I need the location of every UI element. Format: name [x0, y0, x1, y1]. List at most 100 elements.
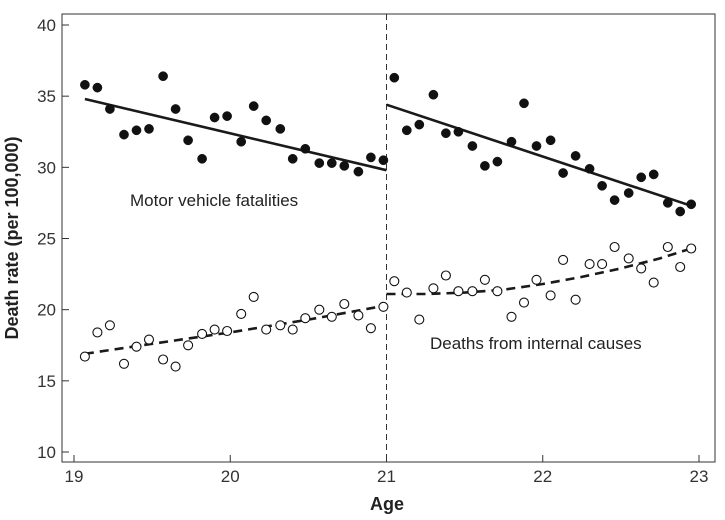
point-internal [197, 328, 208, 339]
point-motor [609, 195, 620, 205]
x-tick-label: 20 [221, 467, 240, 486]
point-motor [353, 166, 364, 177]
point-internal [570, 294, 581, 305]
point-internal [158, 354, 169, 365]
point-internal [261, 324, 272, 335]
point-internal [143, 334, 155, 345]
y-axis-title: Death rate (per 100,000) [2, 136, 22, 339]
point-internal [118, 358, 130, 369]
point-internal [314, 304, 325, 315]
x-tick-label: 19 [65, 467, 84, 486]
point-motor [300, 143, 311, 154]
point-internal [623, 253, 634, 264]
point-internal [389, 276, 400, 287]
fit-line-motor-right [386, 103, 692, 208]
point-internal [648, 277, 659, 288]
x-axis-title: Age [370, 494, 404, 514]
point-motor [183, 135, 193, 146]
point-motor [519, 98, 529, 109]
point-motor [414, 119, 425, 130]
point-internal [378, 301, 389, 312]
point-motor [428, 89, 439, 100]
point-internal [79, 351, 90, 362]
point-internal [236, 308, 247, 319]
point-internal [339, 298, 350, 310]
point-internal [479, 274, 490, 285]
point-motor [170, 104, 181, 114]
x-tick-label: 23 [690, 467, 709, 486]
point-internal [209, 324, 220, 335]
point-motor [675, 206, 686, 217]
point-internal [545, 290, 556, 301]
point-motor [366, 152, 376, 163]
point-motor [131, 125, 142, 136]
y-tick-label: 35 [37, 87, 56, 106]
point-motor [209, 112, 220, 123]
point-internal [300, 313, 311, 324]
point-motor [545, 135, 556, 146]
point-internal [636, 263, 647, 274]
point-motor [378, 155, 389, 166]
point-motor [158, 71, 168, 82]
point-motor [314, 158, 325, 168]
y-tick-label: 20 [37, 301, 56, 320]
plot-frame [61, 13, 716, 463]
point-motor [597, 180, 607, 191]
point-internal [183, 340, 194, 351]
point-internal [275, 320, 286, 331]
point-motor [236, 136, 247, 147]
point-motor [623, 188, 634, 198]
annotation-internal: Deaths from internal causes [430, 334, 642, 353]
y-tick-label: 30 [37, 158, 56, 177]
point-motor [453, 126, 464, 137]
point-internal [662, 241, 673, 253]
point-internal [686, 243, 697, 254]
point-internal [414, 314, 425, 325]
point-motor [80, 79, 90, 90]
point-internal [222, 325, 233, 337]
point-motor [389, 72, 400, 83]
point-internal [675, 261, 686, 273]
y-tick-label: 10 [37, 443, 56, 462]
fit-line-internal-left [84, 304, 387, 356]
point-motor [144, 124, 154, 134]
point-internal [401, 287, 412, 298]
point-internal [609, 241, 620, 253]
point-internal [506, 311, 517, 322]
point-internal [597, 259, 608, 270]
x-tick-label: 21 [377, 467, 396, 486]
point-motor [261, 115, 272, 126]
point-motor [480, 161, 490, 171]
point-motor [401, 125, 412, 136]
point-motor [119, 129, 129, 140]
y-tick-label: 25 [37, 230, 56, 249]
point-internal [104, 320, 115, 331]
point-motor [531, 141, 542, 151]
point-motor [662, 198, 673, 208]
point-motor [339, 161, 350, 171]
annotation-motor: Motor vehicle fatalities [130, 191, 298, 210]
point-internal [453, 286, 464, 297]
point-internal [531, 274, 542, 285]
fit-line-motor-left [84, 97, 387, 172]
data-points [79, 71, 697, 372]
point-internal [467, 286, 478, 297]
point-motor [467, 141, 478, 151]
point-motor [222, 111, 232, 121]
point-internal [558, 254, 569, 265]
point-motor [248, 101, 259, 111]
y-tick-label: 40 [37, 16, 56, 35]
point-motor [287, 153, 298, 164]
point-internal [353, 310, 364, 321]
point-motor [197, 153, 207, 164]
point-motor [105, 104, 115, 114]
point-motor [648, 169, 659, 180]
point-internal [518, 297, 530, 308]
axes: 10 15 20 25 30 35 40 19 20 21 22 23 [37, 13, 716, 486]
point-internal [584, 259, 595, 270]
fit-line-internal-right [386, 247, 692, 296]
point-internal [170, 361, 181, 372]
point-motor [441, 128, 451, 139]
y-tick-label: 15 [37, 372, 56, 391]
